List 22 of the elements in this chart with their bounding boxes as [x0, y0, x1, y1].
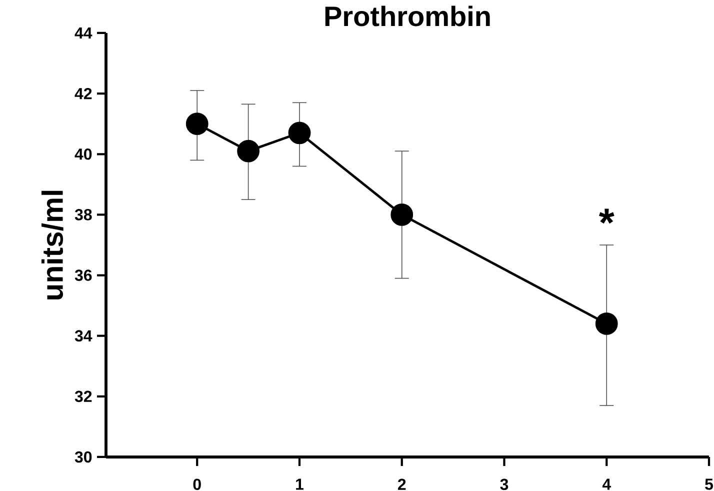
x-tick-label: 5 — [705, 478, 713, 490]
point — [288, 122, 311, 144]
y-tick-label: 32 — [74, 390, 92, 402]
y-tick-label: 30 — [74, 451, 92, 463]
point — [390, 204, 414, 226]
x-tick-label: 4 — [602, 478, 611, 490]
annotation: * — [598, 208, 614, 224]
y-tick-label: 42 — [74, 88, 92, 100]
y-tick-label: 38 — [74, 209, 92, 220]
y-axis-title: units/ml — [41, 190, 64, 300]
point — [186, 112, 208, 136]
point — [595, 312, 618, 335]
x-tick-label: 1 — [296, 478, 304, 490]
point — [237, 140, 260, 162]
x-tick-label: 2 — [398, 478, 406, 490]
chart-title: Prothrombin — [325, 6, 490, 26]
y-tick-label: 44 — [74, 27, 92, 38]
x-tick-label: 0 — [193, 478, 201, 490]
y-tick-label: 36 — [74, 270, 92, 281]
x-tick-label: 3 — [500, 478, 508, 490]
y-tick-label: 40 — [74, 148, 92, 160]
y-tick-label: 34 — [74, 330, 92, 342]
